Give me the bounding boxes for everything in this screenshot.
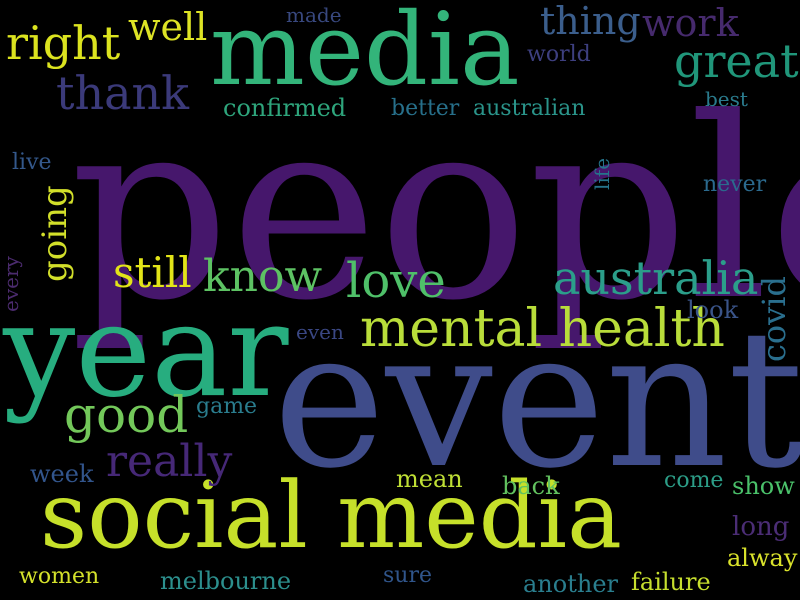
word-media: media — [210, 0, 520, 108]
word-back: back — [502, 472, 560, 500]
word-mean: mean — [396, 465, 463, 493]
word-event: event — [273, 289, 800, 510]
word-confirmed: confirmed — [223, 94, 347, 122]
word-mental-health: mental health — [360, 299, 725, 359]
word-going: going — [35, 185, 75, 282]
word-thing: thing — [540, 0, 641, 43]
word-work: work — [642, 1, 739, 45]
word-melbourne: melbourne — [160, 567, 292, 595]
word-every: every — [0, 256, 23, 312]
word-another: another — [523, 570, 618, 598]
word-sure: sure — [383, 563, 432, 588]
word-failure: failure — [631, 568, 711, 596]
word-live: live — [12, 150, 52, 175]
word-still: still — [113, 248, 192, 297]
word-australian: australian — [473, 96, 586, 121]
word-best: best — [705, 87, 748, 111]
word-come: come — [664, 468, 724, 493]
word-life: life — [590, 157, 614, 190]
word-well: well — [128, 5, 208, 49]
word-show: show — [732, 472, 795, 500]
word-even: even — [296, 320, 344, 344]
word-long: long — [732, 512, 790, 542]
word-right: right — [6, 16, 121, 70]
word-covid: covid — [755, 276, 793, 362]
word-australia: australia — [553, 251, 759, 305]
word-look: look — [687, 296, 739, 324]
word-world: world — [527, 42, 591, 67]
word-really: really — [106, 436, 233, 487]
word-great: great — [674, 34, 799, 88]
word-never: never — [703, 172, 767, 197]
word-better: better — [391, 96, 460, 121]
word-social-media: social media — [40, 462, 622, 569]
word-love: love — [346, 253, 446, 309]
word-women: women — [19, 564, 100, 589]
word-thank: thank — [56, 66, 190, 120]
word-alway: alway — [727, 544, 798, 572]
word-week: week — [30, 460, 94, 488]
word-know: know — [203, 251, 323, 302]
word-made: made — [286, 3, 342, 27]
word-year: year — [3, 277, 289, 426]
word-good: good — [64, 386, 189, 444]
word-game: game — [196, 394, 258, 419]
